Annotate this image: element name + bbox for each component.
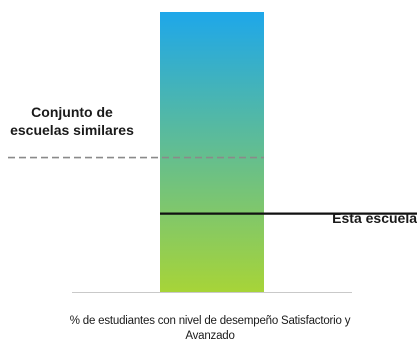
x-axis-label: % de estudiantes con nivel de desempeño … [69,315,351,342]
school-reference-label: Esta escuela [332,210,417,226]
bar-0 [160,12,264,292]
group-reference-label: Conjunto de escuelas similares [10,104,134,138]
